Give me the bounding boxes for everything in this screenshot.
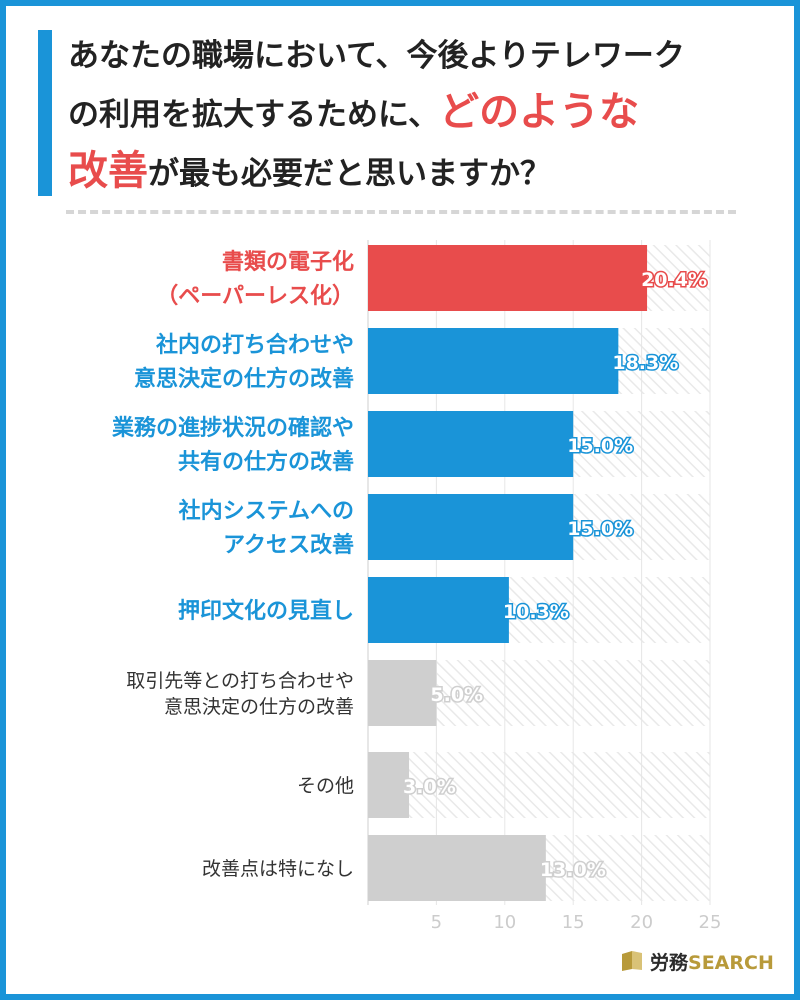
title-line-3: 改善が最も必要だと思いますか？ (68, 143, 768, 202)
brand-name: 労務SEARCH (650, 948, 774, 975)
title-line-1: あなたの職場において、今後よりテレワーク (68, 38, 685, 74)
category-label: 改善点は特になし (202, 858, 354, 880)
title-line-2-text: の利用を拡大するために、 (68, 97, 440, 133)
value-label: 15.0% (567, 518, 633, 540)
value-label: 15.0% (567, 435, 633, 457)
value-label: 5.0% (430, 684, 483, 706)
book-icon (622, 951, 642, 971)
category-label: 書類の電子化 (222, 249, 354, 275)
bar (368, 752, 410, 818)
question-title: あなたの職場において、今後よりテレワーク の利用を拡大するために、どのような 改… (68, 28, 768, 202)
category-label: その他 (297, 775, 354, 797)
brand-logo: 労務SEARCH (620, 946, 775, 976)
bar (368, 411, 574, 477)
x-tick-label: 10 (493, 912, 516, 933)
value-label: 13.0% (540, 859, 606, 881)
bar (368, 835, 546, 901)
bar (368, 577, 509, 643)
bar (368, 494, 574, 560)
title-line-2: の利用を拡大するために、どのような (68, 84, 768, 143)
bar (368, 660, 437, 726)
title-line-3-text: が最も必要だと思いますか？ (148, 156, 551, 192)
title-accent-bar (38, 30, 52, 196)
value-label: 18.3% (612, 352, 678, 374)
category-label: 業務の進捗状況の確認や (112, 415, 354, 441)
category-label: 社内システムへの (179, 498, 354, 524)
category-label: 意思決定の仕方の改善 (164, 696, 354, 718)
category-label: 取引先等との打ち合わせや (126, 670, 354, 692)
brand-suffix: SEARCH (688, 952, 774, 974)
category-label: 押印文化の見直し (178, 598, 354, 624)
brand-prefix: 労務 (650, 952, 689, 974)
x-tick-label: 20 (630, 912, 653, 933)
title-divider (66, 210, 736, 214)
value-label: 3.0% (403, 776, 456, 798)
value-label: 10.3% (503, 601, 569, 623)
bar (368, 245, 648, 311)
category-label: 社内の打ち合わせや (156, 332, 354, 358)
category-label: アクセス改善 (223, 532, 354, 558)
value-label: 20.4% (641, 269, 707, 291)
title-highlight-1: どのような (439, 89, 640, 135)
x-tick-label: 5 (431, 912, 442, 933)
row-background (368, 752, 710, 818)
x-tick-label: 25 (699, 912, 722, 933)
category-label: 共有の仕方の改善 (178, 449, 354, 475)
category-label: 意思決定の仕方の改善 (134, 366, 354, 392)
category-label: （ペーパーレス化） (156, 283, 354, 309)
x-tick-label: 15 (562, 912, 585, 933)
title-highlight-2: 改善 (68, 148, 148, 194)
bar (368, 328, 619, 394)
